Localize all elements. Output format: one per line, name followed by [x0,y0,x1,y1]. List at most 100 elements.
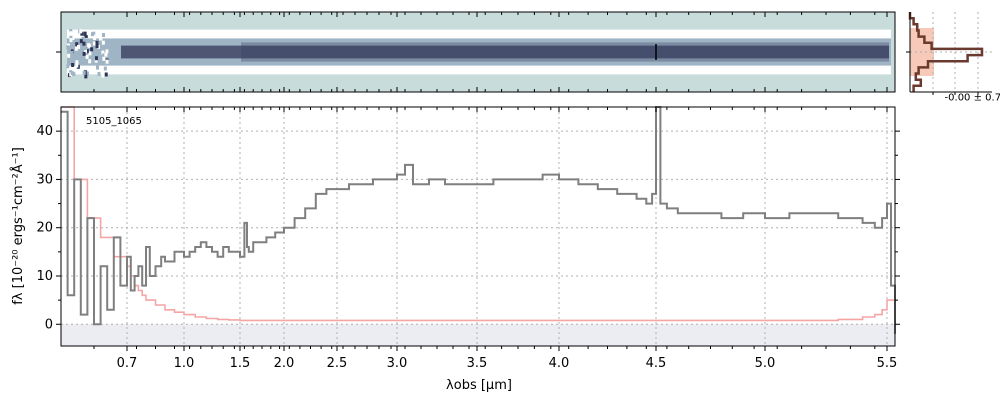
y-tick-label: 20 [36,221,53,236]
spectrum-2d-trace-halo [241,42,889,62]
spectrum-2d-pixel [84,74,88,79]
spectrum-2d-pixel [70,71,74,76]
y-tick-label: 10 [36,269,53,284]
spectrum-2d-pixel [87,43,91,48]
spectrum-1d-frame [60,106,896,347]
spectrum-2d-pixel [69,29,73,34]
profile-panel: -0.00 ± 0.71 [906,12,1000,103]
spectrum-2d-pixel [74,46,78,51]
spectrum-2d-pixel [85,49,89,54]
spectrum-2d-pixel [102,53,106,58]
spectrum-2d-pixel [71,62,75,67]
x-tick-label: 2.5 [327,356,348,371]
spectrum-2d-pixel [71,35,75,40]
spectrum-2d-pixel [102,33,106,38]
spectrum-2d-pixel [94,58,98,63]
spectrum-2d-pixel [104,43,108,48]
spectrum-2d-pixel [90,32,94,37]
spectrum-2d-pixel [104,52,108,57]
spectrum-2d-pixel [88,59,92,64]
spectrum-2d-pixel [95,44,99,49]
spectrum-2d-pixel [84,49,88,54]
spectrum-1d-background [61,107,895,346]
spectrum-2d-pixel [84,34,88,39]
spectrum-2d-pixel [85,39,89,44]
x-tick-label: 2.0 [274,356,295,371]
spectrum-2d-pixel [82,60,86,65]
spectrum-1d-grid [61,107,895,346]
spectrum-2d-image [66,29,891,79]
x-tick-label: 1.5 [230,356,251,371]
spectrum-2d-pixel [69,72,73,77]
spectrum-2d-pixel [82,51,86,56]
spectrum-2d-pixel [75,63,79,68]
spectrum-2d-pixel [69,31,73,36]
spectrum-2d-pixel [79,29,83,34]
spectrum-2d-pixel [92,41,96,46]
spectrum-2d-pixel [105,59,109,64]
spectrum-2d-pixel [105,49,109,54]
spectrum-2d-pixel [70,50,74,55]
x-tick-label: 4.0 [549,356,570,371]
spectrum-2d-pixel [67,53,71,58]
x-tick-label: 5.0 [755,356,776,371]
spectrum-2d-pixel [66,64,70,69]
spectrum-2d-pixel [94,56,98,61]
x-tick-label: 3.5 [467,356,488,371]
spectrum-2d-pixel [96,65,100,70]
spectrum-2d-pixel [75,60,79,65]
spectrum-2d-pixel [72,72,76,77]
y-tick-label: 40 [36,124,53,139]
spectrum-2d-pixel [81,36,85,41]
spectrum-2d-pixel [85,71,89,76]
spectrum-2d-pixel [101,50,105,55]
spectrum-2d-ticks [56,12,888,92]
spectrum-2d-pixel [104,72,108,77]
spectrum-2d-pixel [99,68,103,73]
x-tick-label: 3.0 [387,356,408,371]
spectrum-2d-pixel [83,31,87,36]
spectrum-2d-pixel [102,56,106,61]
spectrum-2d-pixel [77,44,81,49]
x-tick-label: 0.7 [117,356,138,371]
spectrum-1d-ticks: 0.7 1.0 1.5 2.0 2.5 3.0 3.5 4.0 4.5 5.0 5.5 0 10 20 30… [36,107,900,371]
x-axis-label: λobs [µm] [446,378,512,393]
spectrum-2d-pixel [69,70,73,75]
spectrum-2d-pixel [95,49,99,54]
spectrum-2d-pixel [83,46,87,51]
zero-band [61,324,895,346]
x-tick-label: 4.5 [646,356,667,371]
profile-annotation: -0.00 ± 0.71 [945,92,1000,103]
spectrum-2d-pixel [69,38,73,43]
y-axis-label: fλ [10⁻²⁰ ergs⁻¹cm⁻²Å⁻¹] [10,147,26,305]
spectrum-2d-pixel [85,31,89,36]
spectrum-1d-panel: 0.7 1.0 1.5 2.0 2.5 3.0 3.5 4.0 4.5 5.0 5.5 0 10 20 30… [10,106,900,393]
spectrum-2d-pixel [76,64,80,69]
spectrum-2d-pixel [79,39,83,44]
spectrum-2d-pixel [93,36,97,41]
spectrum-2d-pixel [66,45,70,50]
spectrum-2d-pixel [68,45,72,50]
spectrum-2d-pixel [90,47,94,52]
spectrum-2d-panel [56,11,896,93]
spectrum-2d-pixel [97,71,101,76]
spectrum-2d-pixel [92,69,96,74]
spectrum-2d-pixel [101,73,105,78]
spectrum-2d-pixel [95,40,99,45]
spectrum-2d-pixel [101,40,105,45]
spectrum-2d-pixel [80,31,84,36]
x-tick-label: 5.5 [877,356,898,371]
spectrum-2d-pixel [88,51,92,56]
spectrum-2d-pixel [82,70,86,75]
spectrum-2d-pixel [85,54,89,59]
spectrum-2d-pixel [69,35,73,40]
spectrum-2d-pixel [75,42,79,47]
flux-line [61,106,896,334]
spectrum-2d-pixel [99,36,103,41]
spectrum-2d-pixel [103,66,107,71]
y-tick-label: 0 [45,317,53,332]
object-label: 5105_1065 [86,116,142,127]
spectrum-2d-pixel [82,41,86,46]
y-tick-label: 30 [36,172,53,187]
